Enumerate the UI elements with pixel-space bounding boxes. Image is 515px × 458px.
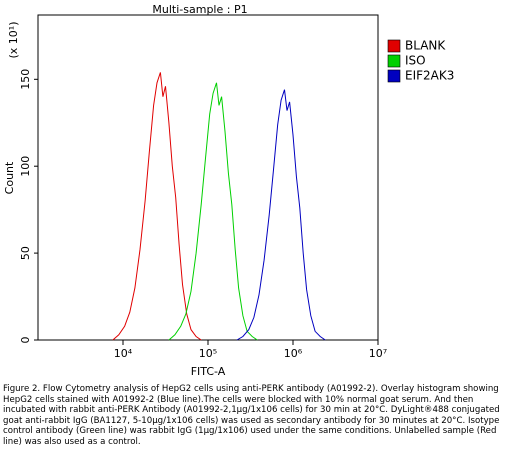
y-multiplier: (x 10¹) [7,22,20,59]
x-axis-label: FITC-A [191,365,226,378]
y-tick-label: 100 [19,156,32,177]
y-axis-label: Count [3,161,16,194]
y-tick-label: 150 [19,69,32,90]
x-tick-label: 10⁵ [199,347,217,360]
legend-swatch [387,54,401,68]
y-tick-label: 0 [19,337,32,344]
x-tick-label: 10⁶ [284,347,303,360]
legend-swatch [387,69,401,83]
x-tick-label: 10⁴ [114,347,133,360]
histogram-line [112,72,202,341]
legend-label: EIF2AK3 [405,69,454,83]
x-tick-label: 10⁷ [369,347,387,360]
chart-title: Multi-sample : P1 [152,3,247,16]
legend-label: ISO [405,54,426,68]
histogram-line [236,89,326,341]
histogram-line [168,82,258,341]
plot-frame [37,14,379,341]
y-tick-label: 50 [19,246,32,260]
legend-swatch [387,39,401,53]
legend-label: BLANK [405,39,446,53]
caption: Figure 2. Flow Cytometry analysis of Hep… [3,384,500,447]
chart: Multi-sample : P1 (x 10¹) Count FITC-A 0… [3,3,454,378]
